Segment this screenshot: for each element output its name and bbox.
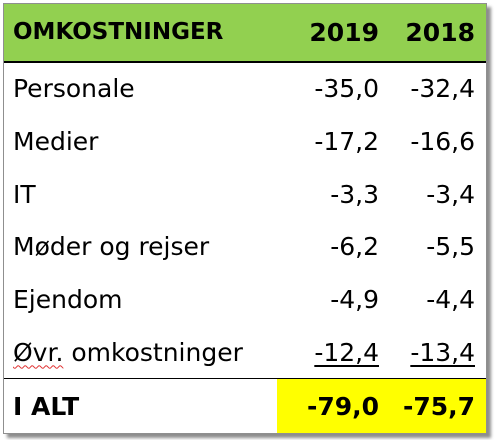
table-total-row: I ALT -79,0 -75,7 [4,378,486,433]
row-value-2019: -6,2 [330,232,379,262]
total-value-2018: -75,7 [387,378,486,433]
table-row-medier: Medier -17,2 -16,6 [4,115,486,168]
table-row-ejendom: Ejendom -4,9 -4,4 [4,273,486,326]
row-value-2018: -3,4 [426,179,475,209]
row-value-2018: -13,4 [387,326,486,379]
row-value-2018: -16,6 [410,127,475,157]
row-label: IT [13,179,36,209]
row-label-rest: omkostninger [63,337,243,367]
spellcheck-word: Øvr. [13,337,64,367]
row-value-2019: -4,9 [330,284,379,314]
row-label: Personale [13,74,135,104]
table-row-personale: Personale -35,0 -32,4 [4,62,486,116]
total-label: I ALT [4,378,277,433]
underlined-value: -13,4 [410,337,475,367]
row-label: Øvr. omkostninger [4,326,277,379]
table-row-oevrige-omkostninger: Øvr. omkostninger -12,4 -13,4 [4,326,486,379]
header-year-2018: 2018 [387,4,486,63]
row-value-2018: -4,4 [426,284,475,314]
row-value-2018: -32,4 [410,74,475,104]
row-value-2019: -35,0 [314,74,379,104]
underlined-value: -12,4 [314,337,379,367]
row-label: Medier [13,127,99,157]
row-label: Ejendom [13,284,123,314]
table-row-moeder-og-rejser: Møder og rejser -6,2 -5,5 [4,221,486,274]
table-row-it: IT -3,3 -3,4 [4,168,486,221]
row-label: Møder og rejser [13,232,210,262]
row-value-2019: -3,3 [330,179,379,209]
row-value-2019: -12,4 [277,326,387,379]
table-header-row: OMKOSTNINGER 2019 2018 [4,4,486,63]
cost-table: OMKOSTNINGER 2019 2018 Personale -35,0 -… [4,4,486,433]
header-label: OMKOSTNINGER [4,4,277,63]
header-year-2019: 2019 [277,4,387,63]
row-value-2018: -5,5 [426,232,475,262]
cost-table-frame: OMKOSTNINGER 2019 2018 Personale -35,0 -… [3,3,487,434]
total-value-2019: -79,0 [277,378,387,433]
row-value-2019: -17,2 [314,127,379,157]
